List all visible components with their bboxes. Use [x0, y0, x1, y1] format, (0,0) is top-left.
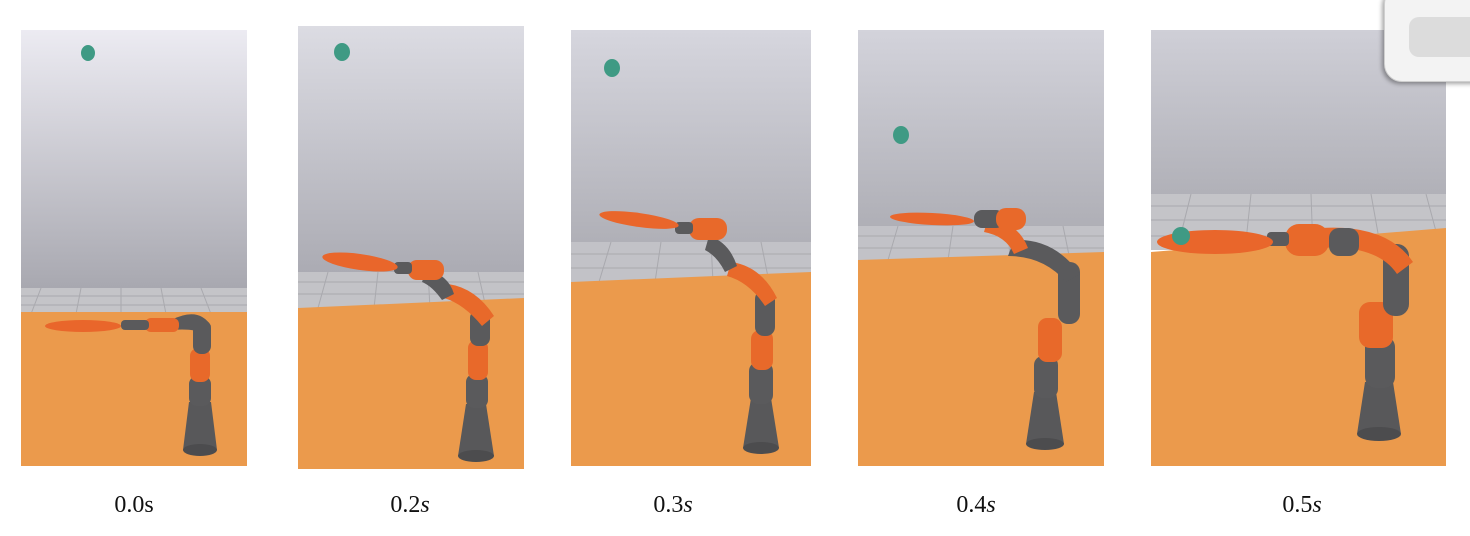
snapshot-panel-5 — [1151, 30, 1446, 466]
caption-unit: s — [986, 492, 996, 518]
grid-lines — [21, 287, 247, 315]
robot-arm-scene-icon — [571, 30, 811, 466]
caption-unit: s — [420, 492, 430, 518]
caption-value: 0.4 — [956, 492, 987, 518]
panel-caption-1: 0.0s — [34, 492, 234, 519]
caption-unit: s — [683, 492, 693, 518]
snapshot-panel-4 — [858, 30, 1104, 466]
robot-arm-scene-icon — [858, 30, 1104, 466]
robot-arm — [1157, 224, 1413, 441]
caption-unit: s — [1312, 492, 1322, 518]
caption-value: 0.0 — [114, 492, 145, 518]
snapshot-panel-2 — [298, 26, 524, 469]
paddle — [45, 320, 121, 332]
robot-arm-scene-icon — [298, 26, 524, 469]
panel-caption-4: 0.4s — [876, 492, 1076, 519]
robot-arm — [599, 211, 779, 454]
panel-caption-5: 0.5s — [1202, 492, 1402, 519]
caption-unit: s — [144, 492, 154, 518]
caption-value: 0.3 — [653, 492, 684, 518]
snapshot-panel-3 — [571, 30, 811, 466]
corner-overlay-widget[interactable] — [1384, 0, 1470, 82]
ball — [81, 45, 95, 61]
snapshot-panel-1 — [21, 30, 247, 466]
panel-caption-3: 0.3s — [573, 492, 773, 519]
robot-arm — [45, 314, 217, 456]
caption-value: 0.2 — [390, 492, 421, 518]
caption-value: 0.5 — [1282, 492, 1313, 518]
robot-base — [183, 402, 217, 450]
sky-background — [21, 30, 247, 292]
robot-arm — [890, 208, 1080, 450]
corner-overlay-button[interactable] — [1409, 17, 1470, 57]
far-grid-plane — [21, 288, 247, 314]
robot-arm-scene-icon — [21, 30, 247, 466]
robot-arm — [322, 252, 494, 462]
robot-arm-scene-icon — [1151, 30, 1446, 466]
panel-caption-2: 0.2s — [310, 492, 510, 519]
